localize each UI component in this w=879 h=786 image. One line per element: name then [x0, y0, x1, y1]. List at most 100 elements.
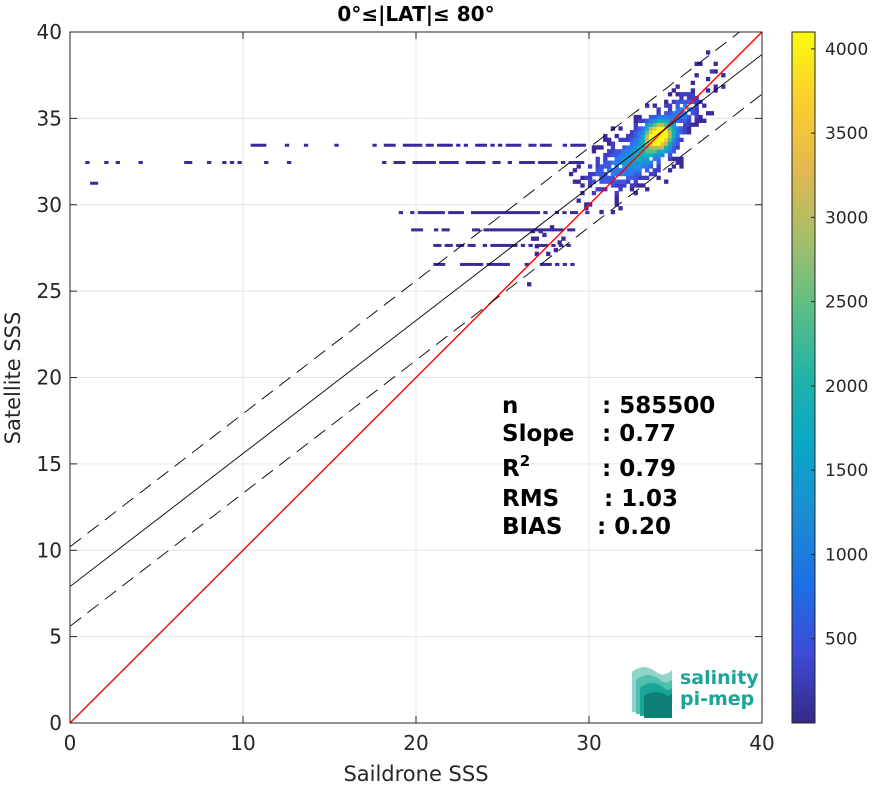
heatmap-cell: [535, 211, 541, 215]
heatmap-cell: [629, 183, 635, 188]
heatmap-cell: [574, 143, 579, 147]
heatmap-cell: [417, 211, 423, 215]
heatmap-cell: [614, 152, 619, 158]
heatmap-cell: [431, 161, 436, 165]
heatmap-cell: [494, 228, 500, 232]
heatmap-cell: [675, 92, 680, 97]
heatmap-cell: [506, 228, 511, 232]
heatmap-cell: [648, 171, 654, 177]
heatmap-cell: [667, 103, 673, 108]
heatmap-cell: [585, 211, 590, 215]
heatmap-cell: [513, 243, 518, 247]
heatmap-cell: [667, 114, 673, 120]
heatmap-cell: [559, 228, 564, 232]
heatmap-cell: [448, 211, 453, 215]
heatmap-cell: [421, 211, 426, 215]
heatmap-cell: [618, 187, 623, 192]
stat-slope-label: Slope: [502, 421, 574, 447]
heatmap-cell: [581, 143, 587, 147]
heatmap-cell: [496, 161, 501, 165]
colorbar-tick-label: 3500: [825, 124, 868, 144]
heatmap-cell: [512, 211, 518, 215]
heatmap-cell: [420, 161, 425, 165]
heatmap-cell: [622, 137, 627, 143]
stat-r2-superscript: 2: [520, 452, 530, 470]
heatmap-cell: [637, 130, 642, 135]
heatmap-cell: [713, 84, 718, 89]
heatmap-cell: [675, 130, 680, 135]
heatmap-cell: [675, 141, 680, 146]
heatmap-cell: [629, 137, 635, 143]
heatmap-cell: [664, 99, 669, 105]
heatmap-cell: [664, 133, 669, 139]
heatmap-cell: [698, 114, 703, 120]
heatmap-cell: [549, 161, 554, 165]
heatmap-cell: [548, 228, 553, 232]
heatmap-cell: [544, 228, 549, 232]
heatmap-cell: [679, 114, 684, 120]
heatmap-cell: [551, 243, 556, 247]
heatmap-cell: [494, 243, 499, 247]
heatmap-cell: [603, 137, 608, 143]
heatmap-cell: [614, 202, 619, 207]
heatmap-cell: [492, 161, 497, 165]
heatmap-cell: [633, 190, 638, 196]
heatmap-cell: [237, 161, 242, 165]
logo-line2: pi-mep: [680, 688, 754, 710]
heatmap-cell: [599, 179, 604, 184]
heatmap-cell: [576, 161, 581, 165]
heatmap-cell: [679, 164, 684, 169]
heatmap-cell: [702, 118, 707, 124]
heatmap-cell: [660, 137, 665, 143]
heatmap-cell: [509, 243, 514, 247]
heatmap-cell: [534, 251, 539, 257]
heatmap-cell: [671, 164, 676, 169]
heatmap-cell: [401, 161, 406, 165]
heatmap-cell: [610, 152, 616, 158]
heatmap-cell: [526, 161, 532, 165]
y-tick-label: 35: [37, 106, 62, 130]
heatmap-cell: [543, 211, 548, 215]
heatmap-cell: [626, 133, 631, 139]
heatmap-cell: [648, 160, 654, 165]
heatmap-cell: [648, 133, 654, 139]
heatmap-cell: [382, 161, 387, 165]
heatmap-cell: [614, 194, 619, 200]
heatmap-cell: [618, 206, 623, 211]
heatmap-cell: [648, 126, 654, 131]
heatmap-cell: [540, 228, 545, 232]
heatmap-cell: [694, 114, 699, 120]
heatmap-cell: [671, 156, 676, 162]
heatmap-cell: [478, 143, 484, 147]
heatmap-cell: [532, 143, 537, 147]
heatmap-cell: [675, 111, 680, 116]
heatmap-cell: [626, 156, 631, 162]
heatmap-cell: [465, 161, 471, 165]
heatmap-cell: [698, 61, 703, 67]
heatmap-cell: [493, 211, 499, 215]
colorbar-tick-label: 2000: [825, 377, 868, 397]
heatmap-cell: [450, 161, 455, 165]
heatmap-cell: [507, 161, 512, 165]
heatmap-cell: [671, 145, 676, 150]
heatmap-cell: [471, 262, 476, 266]
heatmap-cell: [648, 130, 654, 135]
heatmap-cell: [383, 143, 389, 147]
heatmap-cell: [463, 143, 469, 147]
heatmap-cell: [546, 251, 551, 257]
heatmap-cell: [637, 171, 642, 177]
heatmap-cell: [441, 228, 446, 232]
heatmap-cell: [418, 228, 424, 232]
heatmap-cell: [652, 156, 657, 162]
stat-n-value: : 585500: [602, 393, 715, 419]
heatmap-cell: [104, 161, 109, 165]
heatmap-cell: [637, 183, 642, 188]
heatmap-cell: [664, 114, 669, 120]
heatmap-cell: [671, 137, 676, 143]
heatmap-cell: [633, 168, 638, 173]
heatmap-cell: [637, 156, 642, 162]
heatmap-cell: [686, 95, 692, 101]
heatmap-cell: [599, 209, 604, 215]
heatmap-cell: [660, 145, 665, 150]
heatmap-cell: [410, 211, 415, 215]
